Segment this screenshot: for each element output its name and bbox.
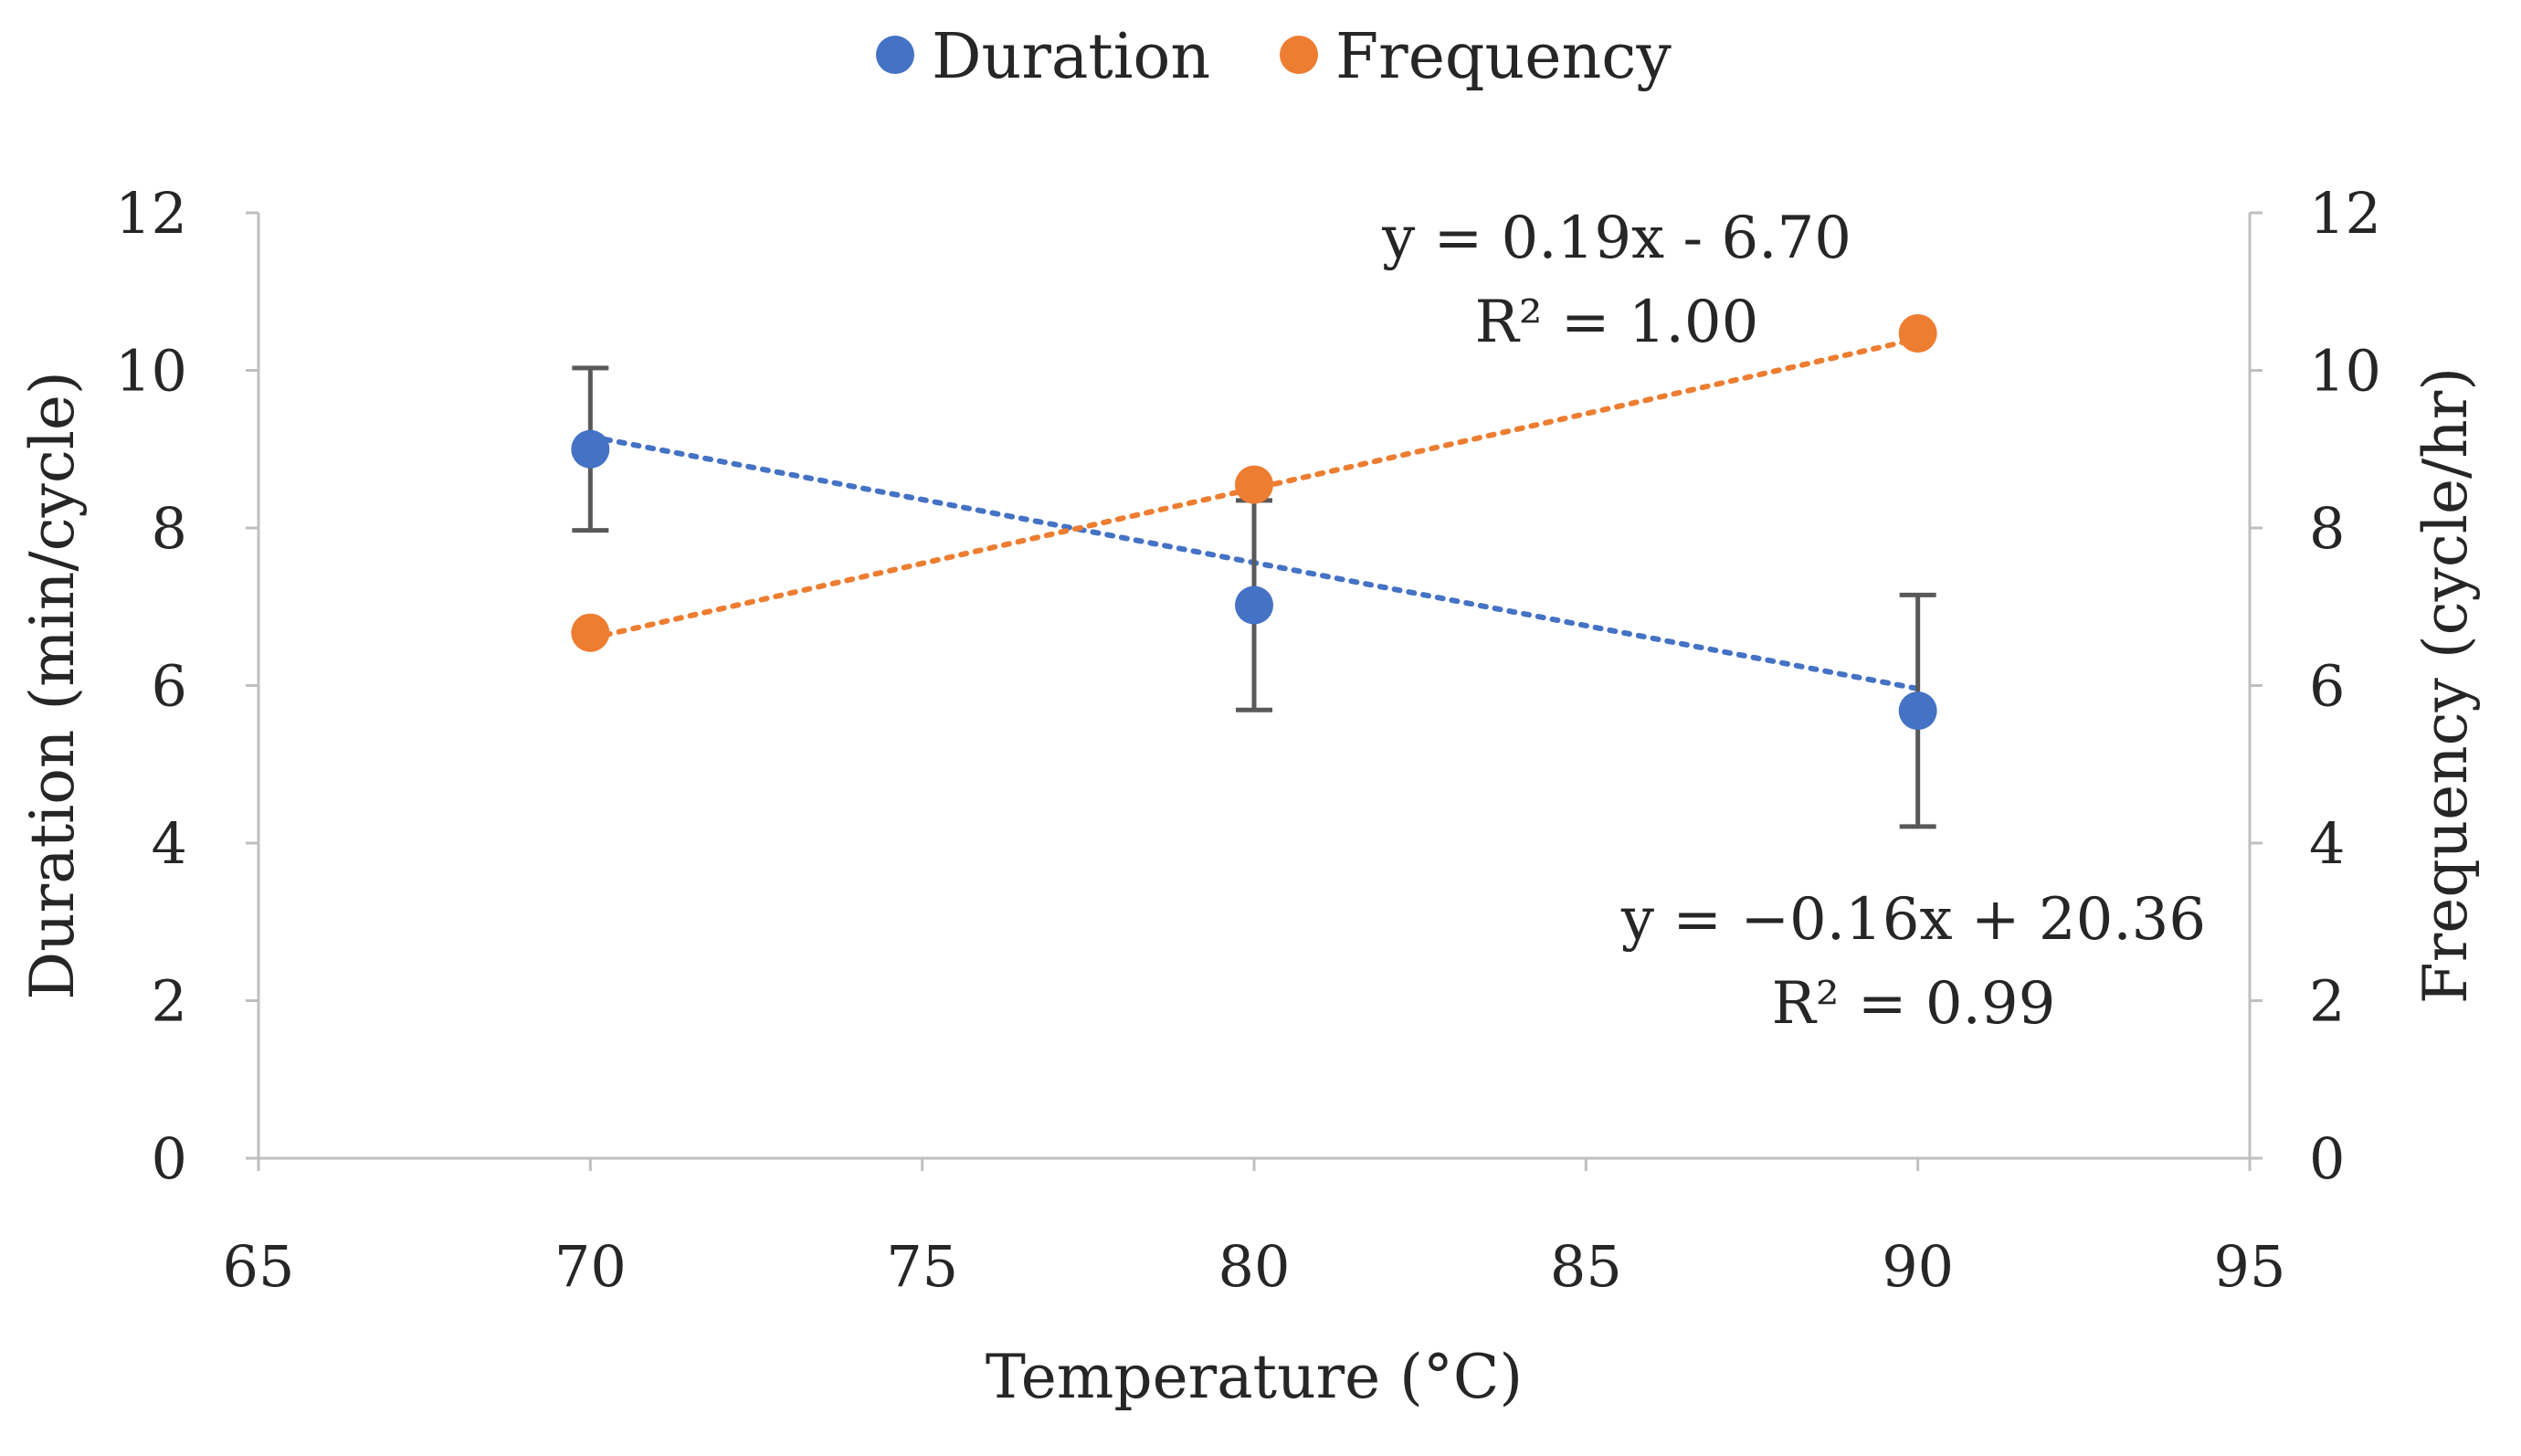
y-left-tick-label: 4	[152, 810, 187, 877]
frequency-point	[571, 613, 610, 652]
y-axis-left-title: Duration (min/cycle)	[17, 371, 88, 1000]
x-tick-label: 90	[1882, 1233, 1954, 1300]
frequency-point	[1235, 465, 1273, 504]
legend-label-frequency: Frequency	[1335, 21, 1672, 93]
legend: Duration Frequency	[876, 21, 1672, 93]
regression-annotation: y = 0.19x - 6.70	[1381, 205, 1851, 272]
y-left-tick-label: 6	[152, 653, 187, 720]
legend-marker-duration	[876, 36, 914, 74]
y-axis-right-title: Frequency (cycle/hr)	[2410, 367, 2481, 1004]
regression-annotation: R² = 1.00	[1475, 289, 1759, 356]
y-right-tick-label: 8	[2309, 495, 2345, 562]
y-left-tick-label: 10	[115, 338, 187, 405]
y-left-tick-label: 0	[152, 1125, 187, 1192]
data-points-group	[571, 313, 1937, 731]
axes-group	[246, 211, 2263, 1171]
x-tick-label: 75	[886, 1233, 958, 1300]
x-axis-title: Temperature (°C)	[986, 1342, 1523, 1412]
x-tick-label: 70	[554, 1233, 627, 1300]
x-tick-label: 85	[1550, 1233, 1622, 1300]
y-right-tick-label: 10	[2309, 338, 2381, 405]
duration-point	[1235, 586, 1273, 625]
y-left-tick-label: 8	[152, 495, 187, 562]
x-tick-label: 95	[2214, 1233, 2286, 1300]
duration-point	[571, 429, 610, 469]
y-right-tick-label: 12	[2309, 180, 2381, 247]
y-right-tick-label: 4	[2309, 810, 2345, 877]
legend-marker-frequency	[1280, 36, 1318, 74]
y-right-tick-label: 0	[2309, 1125, 2345, 1192]
legend-label-duration: Duration	[932, 21, 1210, 93]
y-left-tick-label: 2	[152, 968, 187, 1035]
y-right-tick-label: 6	[2309, 653, 2345, 720]
x-tick-label: 65	[223, 1233, 295, 1300]
y-left-tick-label: 12	[115, 180, 187, 247]
y-right-tick-label: 2	[2309, 968, 2345, 1035]
regression-annotation: R² = 0.99	[1772, 970, 2056, 1038]
x-tick-label: 80	[1218, 1233, 1291, 1300]
frequency-point	[1898, 313, 1937, 353]
regression-annotation: y = −0.16x + 20.36	[1620, 886, 2206, 954]
labels-group: 65 70 75 80 85 90 95 0 0 2 2 4 4 6 6 8 8 10 10 12 12 Temperat…	[17, 180, 2481, 1412]
duration-point	[1898, 691, 1937, 731]
